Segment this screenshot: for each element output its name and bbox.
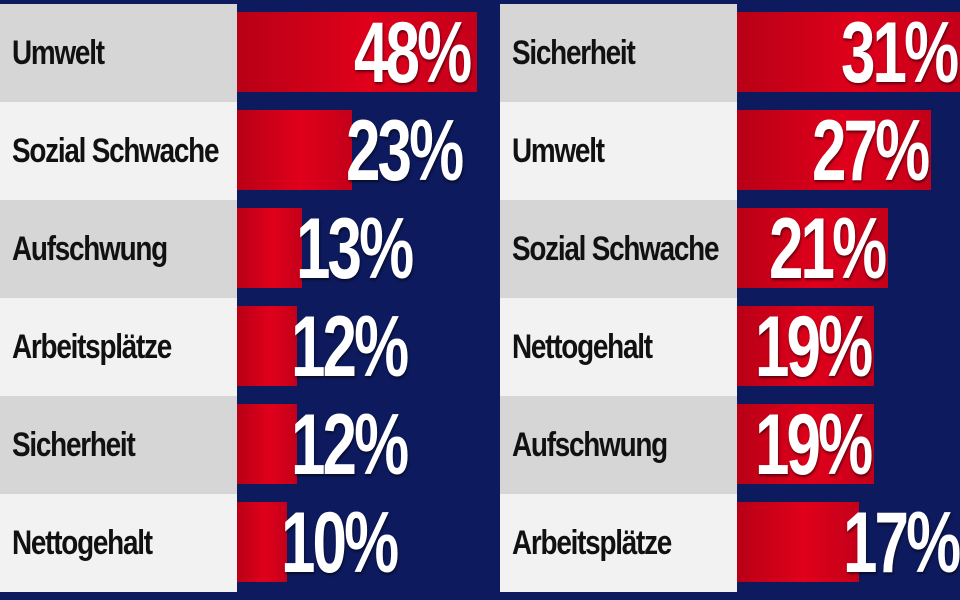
category-label-text: Umwelt	[512, 131, 605, 170]
category-label-text: Sozial Schwache	[512, 229, 719, 268]
bar	[237, 404, 297, 484]
category-label-text: Sozial Schwache	[12, 131, 219, 170]
category-label-text: Nettogehalt	[512, 327, 653, 366]
value-label: 12%	[291, 298, 451, 396]
value-label: 27%	[812, 102, 960, 200]
value-label-text: 10%	[281, 494, 399, 591]
category-label: Sicherheit	[500, 4, 737, 102]
category-label-text: Nettogehalt	[12, 523, 153, 562]
chart-left: Umwelt 48% Sozial Schwache 23% Aufschwung 13%…	[0, 4, 490, 592]
category-label: Arbeitsplätze	[500, 494, 737, 592]
chart-row: Sicherheit 31%	[500, 4, 960, 102]
bar	[237, 306, 297, 386]
chart-row: Nettogehalt 19%	[500, 298, 960, 396]
bar	[737, 404, 874, 484]
value-label-text: 12%	[291, 298, 409, 395]
category-label: Nettogehalt	[0, 494, 237, 592]
category-label-text: Arbeitsplätze	[12, 327, 172, 366]
value-label-text: 48%	[353, 4, 472, 101]
value-label-text: 12%	[291, 396, 409, 493]
value-label: 12%	[291, 396, 451, 494]
value-label: 31%	[841, 4, 960, 102]
chart-right: Sicherheit 31% Umwelt 27% Sozial Schwache 21%…	[500, 0, 960, 600]
bar	[737, 502, 859, 582]
chart-row: Arbeitsplätze 17%	[500, 494, 960, 592]
category-label: Umwelt	[0, 4, 237, 102]
value-label: 17%	[843, 494, 960, 592]
value-label: 48%	[354, 4, 514, 102]
value-label: 10%	[281, 494, 441, 592]
category-label: Aufschwung	[500, 396, 737, 494]
chart-row: Umwelt 48%	[0, 4, 490, 102]
value-label: 23%	[346, 102, 506, 200]
category-label: Sozial Schwache	[500, 200, 737, 298]
chart-row: Aufschwung 19%	[500, 396, 960, 494]
category-label: Umwelt	[500, 102, 737, 200]
chart-row: Aufschwung 13%	[0, 200, 490, 298]
value-label-text: 27%	[811, 102, 930, 199]
bar	[737, 12, 960, 92]
chart-row: Umwelt 27%	[500, 102, 960, 200]
category-label-text: Umwelt	[12, 33, 105, 72]
bar	[237, 502, 287, 582]
category-label-text: Arbeitsplätze	[512, 523, 672, 562]
value-label-text: 19%	[754, 298, 873, 395]
value-label: 19%	[755, 298, 915, 396]
value-label: 13%	[296, 200, 456, 298]
value-label-text: 21%	[768, 200, 887, 297]
bar	[737, 306, 874, 386]
category-label-text: Sicherheit	[512, 33, 636, 72]
category-label: Aufschwung	[0, 200, 237, 298]
category-label: Sicherheit	[0, 396, 237, 494]
bar	[237, 110, 352, 190]
value-label: 19%	[755, 396, 915, 494]
chart-row: Sozial Schwache 23%	[0, 102, 490, 200]
value-label-text: 23%	[346, 102, 464, 199]
value-label-text: 17%	[842, 494, 960, 591]
category-label-text: Aufschwung	[512, 425, 668, 464]
value-label-text: 31%	[840, 4, 959, 101]
value-label-text: 13%	[296, 200, 414, 297]
chart-row: Sozial Schwache 21%	[500, 200, 960, 298]
bar	[237, 12, 477, 92]
chart-row: Sicherheit 12%	[0, 396, 490, 494]
bar	[737, 208, 888, 288]
value-label-text: 19%	[754, 396, 873, 493]
category-label-text: Sicherheit	[12, 425, 136, 464]
value-label: 21%	[769, 200, 929, 298]
category-label-text: Aufschwung	[12, 229, 168, 268]
bar	[237, 208, 302, 288]
category-label: Nettogehalt	[500, 298, 737, 396]
category-label: Arbeitsplätze	[0, 298, 237, 396]
category-label: Sozial Schwache	[0, 102, 237, 200]
chart-row: Arbeitsplätze 12%	[0, 298, 490, 396]
bar	[737, 110, 931, 190]
chart-row: Nettogehalt 10%	[0, 494, 490, 592]
